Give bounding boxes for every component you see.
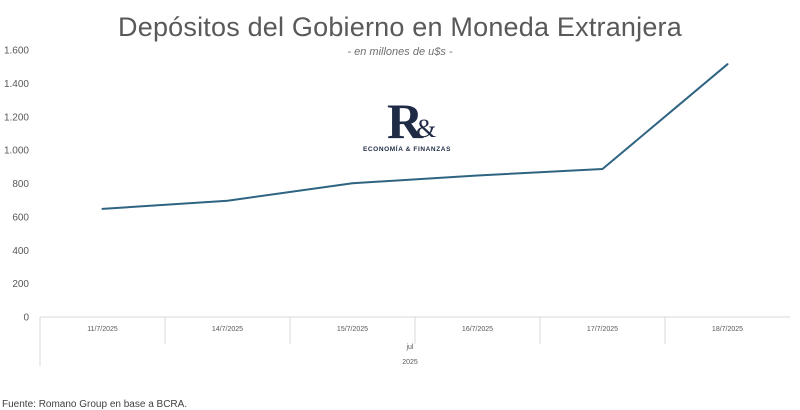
source-note: Fuente: Romano Group en base a BCRA. — [2, 399, 188, 410]
x-axis-ticks: 11/7/2025 14/7/2025 15/7/2025 16/7/2025 17/7… — [87, 326, 743, 366]
x-year-label: 2025 — [402, 359, 418, 366]
logo-ampersand: & — [416, 114, 437, 143]
x-month-label: jul — [405, 344, 413, 351]
x-tick-label: 18/7/2025 — [712, 326, 743, 333]
y-tick-label: 600 — [12, 212, 29, 223]
data-point — [477, 174, 479, 176]
y-tick-label: 800 — [12, 179, 29, 190]
y-tick-label: 1.200 — [4, 112, 29, 123]
data-point — [727, 63, 729, 65]
x-tick-label: 17/7/2025 — [587, 326, 618, 333]
data-point — [602, 168, 604, 170]
data-point — [352, 182, 354, 184]
axes — [39, 316, 790, 366]
y-tick-label: 1.400 — [4, 79, 29, 90]
y-axis-ticks: 0 200 400 600 800 1.000 1.200 1.400 1.600 — [4, 46, 29, 324]
chart-subtitle: - en millones de u$s - — [347, 46, 453, 58]
series-line — [101, 63, 729, 210]
data-point — [102, 208, 104, 210]
chart-title: Depósitos del Gobierno en Moneda Extranj… — [118, 12, 682, 42]
data-point — [227, 200, 229, 202]
x-tick-label: 16/7/2025 — [462, 326, 493, 333]
y-tick-label: 400 — [12, 246, 29, 257]
y-tick-label: 1.600 — [4, 46, 29, 57]
brand-logo: R & ECONOMÍA & FINANZAS — [352, 96, 462, 160]
x-tick-label: 14/7/2025 — [212, 326, 243, 333]
x-tick-label: 15/7/2025 — [337, 326, 368, 333]
y-tick-label: 0 — [23, 313, 29, 324]
logo-text: ECONOMÍA & FINANZAS — [362, 146, 452, 153]
series-group — [101, 63, 729, 210]
y-tick-label: 1.000 — [4, 146, 29, 157]
logo-mark: R — [387, 93, 424, 149]
y-tick-label: 200 — [12, 279, 29, 290]
x-tick-label: 11/7/2025 — [87, 326, 118, 333]
